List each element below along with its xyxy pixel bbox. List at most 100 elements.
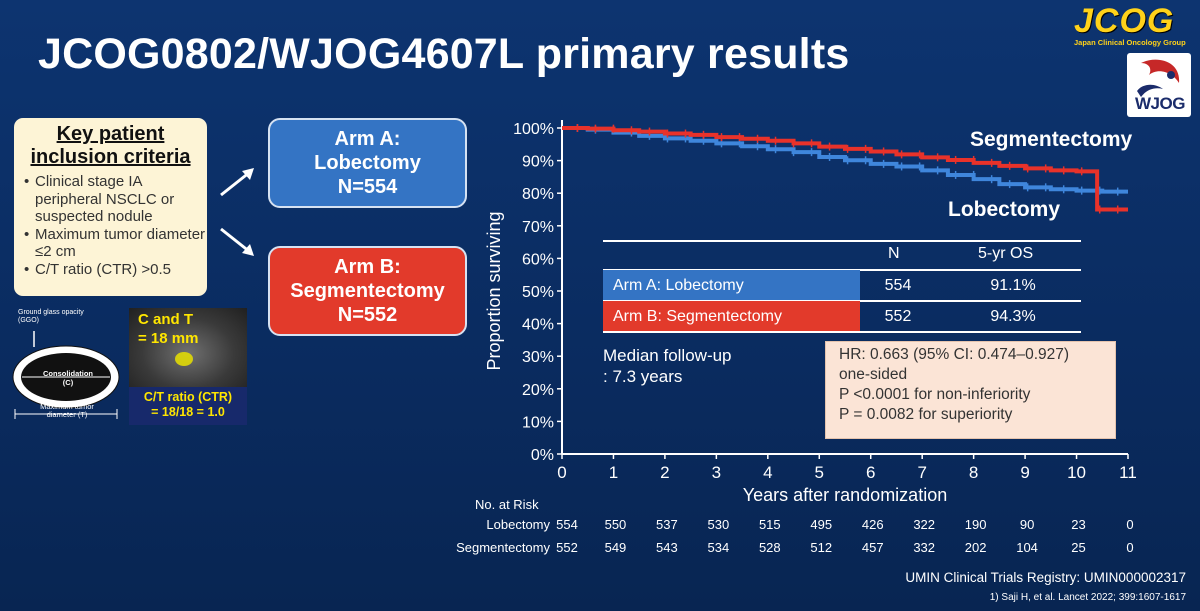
risk-count: 23 <box>1071 517 1086 532</box>
y-tick-label: 80% <box>522 186 554 203</box>
risk-count: 515 <box>758 517 781 532</box>
y-tick-label: 90% <box>522 154 554 171</box>
arm-a-box: Arm A: Lobectomy N=554 <box>268 118 467 208</box>
table-cell-n: 552 <box>884 308 912 325</box>
y-tick-label: 60% <box>522 251 554 268</box>
risk-count: 528 <box>758 540 781 555</box>
table-row: Arm A: Lobectomy 554 91.1% <box>603 270 1081 301</box>
inclusion-criteria-box: Key patient inclusion criteria Clinical … <box>14 118 207 296</box>
jcog-logo-subtitle: Japan Clinical Oncology Group <box>1074 38 1186 47</box>
jcog-logo-text: JCOG <box>1074 2 1175 40</box>
x-tick-label: 8 <box>969 463 978 482</box>
x-tick-label: 0 <box>557 463 566 482</box>
table-cell-os: 91.1% <box>990 277 1036 294</box>
x-tick-label: 5 <box>815 463 824 482</box>
median-followup: Median follow-up : 7.3 years <box>603 345 732 387</box>
hr-line4: P = 0.0082 for superiority <box>839 406 1013 423</box>
segmentectomy-curve-label: Segmentectomy <box>970 128 1133 151</box>
arrow-down-right-icon <box>220 227 254 256</box>
lobectomy-curve-label: Lobectomy <box>948 198 1061 221</box>
x-axis-label: Years after randomization <box>743 485 947 505</box>
risk-table-title: No. at Risk <box>475 497 539 512</box>
max-tumor-label: Maximum tumor diameter (T) <box>40 402 94 419</box>
x-tick-label: 7 <box>917 463 926 482</box>
registry-note: UMIN Clinical Trials Registry: UMIN00000… <box>905 570 1186 585</box>
y-axis-label: Proportion surviving <box>484 211 504 370</box>
consolidation-diagram <box>12 331 120 419</box>
km-chart: 0% 10% 20% 30% 40% 50% 60% 70% 80% 90% 100% 0 1 2 3 4 5 6… <box>484 120 1137 505</box>
hazard-ratio-box: HR: 0.663 (95% CI: 0.474–0.927) one-side… <box>825 341 1116 439</box>
criteria-item: C/T ratio (CTR) >0.5 <box>24 261 207 279</box>
x-tick-label: 4 <box>763 463 772 482</box>
y-tick-label: 10% <box>522 414 554 431</box>
criteria-heading: Key patient inclusion criteria <box>30 123 191 168</box>
table-bottom-rule <box>603 331 1081 333</box>
arm-b-label: Arm B: <box>334 256 401 278</box>
risk-row-label: Segmentectomy <box>456 540 550 555</box>
risk-count: 202 <box>964 540 987 555</box>
risk-count: 537 <box>656 517 678 532</box>
y-tick-label: 40% <box>522 317 554 334</box>
ct-caption-line2: = 18 mm <box>138 330 199 347</box>
risk-count: 0 <box>1126 517 1134 532</box>
hr-line3: P <0.0001 for non-inferiority <box>839 386 1031 403</box>
table-row-label: Arm A: Lobectomy <box>603 270 860 301</box>
table-row: Arm B: Segmentectomy 552 94.3% <box>603 301 1081 332</box>
risk-count: 457 <box>861 540 884 555</box>
wjog-logo: WJOG <box>1127 53 1191 117</box>
risk-row-label: Lobectomy <box>486 517 550 532</box>
y-tick-label: 100% <box>513 121 554 138</box>
jcog-logo: JCOG Japan Clinical Oncology Group <box>1074 4 1198 47</box>
x-tick-label: 2 <box>660 463 669 482</box>
x-tick-label: 1 <box>609 463 618 482</box>
ct-caption: C and T = 18 mm <box>138 310 198 348</box>
risk-count: 543 <box>656 540 678 555</box>
km-curve-lobectomy <box>562 126 1128 194</box>
risk-count: 322 <box>913 517 936 532</box>
risk-count: 512 <box>810 540 833 555</box>
ctr-line2: = 18/18 = 1.0 <box>151 405 225 419</box>
y-tick-label: 30% <box>522 349 554 366</box>
y-tick-label: 20% <box>522 382 554 399</box>
arm-b-box: Arm B: Segmentectomy N=552 <box>268 246 467 336</box>
citation-note: 1) Saji H, et al. Lancet 2022; 399:1607-… <box>989 592 1186 603</box>
arm-a-procedure: Lobectomy <box>314 152 421 174</box>
arm-a-n: N=554 <box>337 176 398 198</box>
hr-line1: HR: 0.663 (95% CI: 0.474–0.927) <box>839 346 1070 363</box>
ggo-label: Ground glass opacity (GGO) <box>18 309 84 324</box>
table-cell-n: 554 <box>884 277 912 294</box>
ctr-line1: C/T ratio (CTR) <box>143 390 233 404</box>
hr-line2: one-sided <box>839 366 908 383</box>
x-tick-label: 6 <box>866 463 875 482</box>
risk-count: 25 <box>1071 540 1086 555</box>
risk-count: 552 <box>556 540 578 555</box>
consolidation-label: Consolidation (C) <box>43 369 93 387</box>
ct-caption-line1: C and T <box>138 311 193 328</box>
wjog-emblem-icon <box>1137 59 1180 97</box>
risk-count: 426 <box>861 517 884 532</box>
arm-b-n: N=552 <box>337 304 398 326</box>
median-line1: Median follow-up <box>603 346 732 365</box>
risk-count: 495 <box>810 517 833 532</box>
km-curve-segmentectomy <box>562 126 1128 212</box>
x-tick-label: 9 <box>1020 463 1029 482</box>
criteria-list: Clinical stage IA peripheral NSCLC or su… <box>14 173 207 278</box>
arm-a-label: Arm A: <box>334 128 401 150</box>
ctr-box: C/T ratio (CTR) = 18/18 = 1.0 <box>129 387 247 425</box>
risk-count: 104 <box>1016 540 1038 555</box>
table-top-rule <box>603 240 1081 242</box>
arm-b-procedure: Segmentectomy <box>290 280 445 302</box>
table-cell-os: 94.3% <box>990 308 1036 325</box>
page-title: JCOG0802/WJOG4607L primary results <box>38 30 850 78</box>
table-header-os: 5-yr OS <box>978 245 1034 262</box>
median-line2: : 7.3 years <box>603 367 683 386</box>
criteria-item: Clinical stage IA peripheral NSCLC or su… <box>24 173 207 226</box>
y-tick-label: 50% <box>522 284 554 301</box>
risk-count: 190 <box>964 517 987 532</box>
arrow-up-right-icon <box>220 168 254 197</box>
risk-count: 90 <box>1019 517 1035 532</box>
risk-count: 530 <box>707 517 730 532</box>
y-tick-label: 0% <box>531 447 554 464</box>
table-header-n: N <box>888 245 900 262</box>
